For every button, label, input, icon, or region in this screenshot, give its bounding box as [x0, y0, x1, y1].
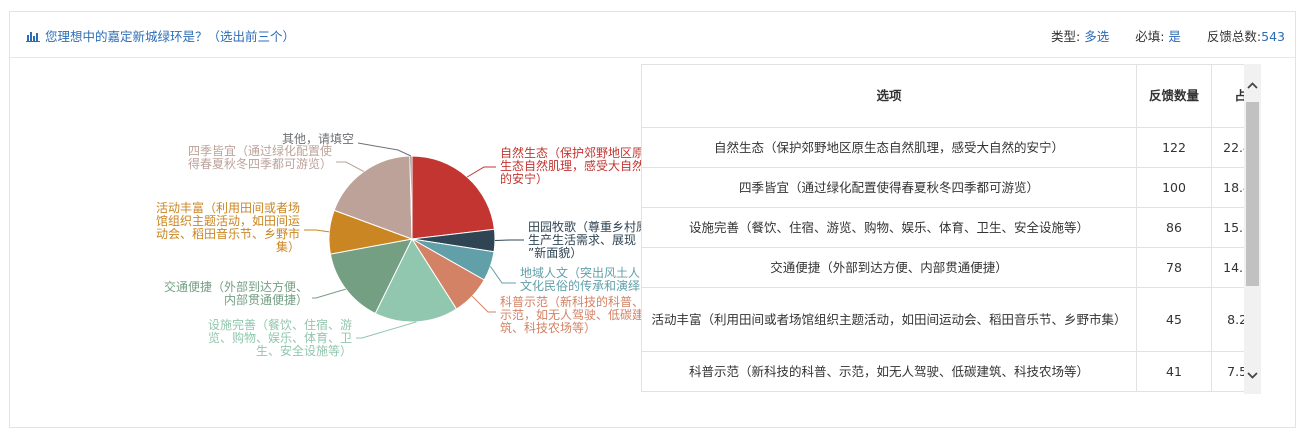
leader-line-nature [466, 166, 496, 178]
cell-option: 交通便捷（外部到达方便、内部贯通便捷） [641, 247, 1137, 288]
slice-label-nature: 自然生态（保护郊野地区原生态自然肌理，感受大自然的安宁） [500, 145, 644, 186]
table-header-row: 选项 反馈数量 占比 [641, 64, 1261, 128]
cell-option: 科普示范（新科技的科普、示范，如无人驾驶、低碳建筑、科技农场等） [641, 351, 1137, 392]
pie-slice-transport[interactable] [329, 238, 413, 315]
leader-line-transport [312, 288, 346, 299]
table-row: 交通便捷（外部到达方便、内部贯通便捷） 78 14.36% [641, 247, 1261, 288]
table-row: 科普示范（新科技的科普、示范，如无人驾驶、低碳建筑、科技农场等） 41 7.55… [641, 351, 1261, 392]
leader-line-culture [489, 266, 516, 284]
card-header: 您理想中的嘉定新城绿环是？（选出前三个） 类型: 多选 必填: 是 反馈总数:5… [10, 12, 1295, 58]
total-label: 反馈总数: [1206, 29, 1262, 44]
pie-slice-nature[interactable] [411, 155, 495, 240]
cell-count: 122 [1136, 127, 1212, 168]
cell-option: 活动丰富（利用田间或者场馆组织主题活动，如田间运动会、稻田音乐节、乡野市集） [641, 287, 1137, 352]
cell-option: 设施完善（餐饮、住宿、游览、购物、娱乐、体育、卫生、安全设施等） [641, 207, 1137, 248]
header-option: 选项 [641, 64, 1137, 128]
table-scrollbar[interactable] [1244, 64, 1261, 394]
cell-count: 45 [1136, 287, 1212, 352]
slice-label-activities: 活动丰富（利用田间或者场馆组织主题活动，如田间运动会、稻田音乐节、乡野市集） [156, 200, 300, 254]
results-table-panel[interactable]: 选项 反馈数量 占比 自然生态（保护郊野地区原生态自然肌理，感受大自然的安宁） … [641, 64, 1261, 394]
cell-count: 86 [1136, 207, 1212, 248]
slice-label-other: 其他，请填空 [282, 132, 354, 146]
bar-chart-icon [26, 31, 40, 42]
required-meta: 必填: 是 [1135, 29, 1181, 44]
scrollbar-thumb[interactable] [1246, 102, 1259, 286]
chevron-up-icon[interactable] [1244, 74, 1261, 96]
type-meta: 类型: 多选 [1051, 29, 1109, 44]
table-row: 设施完善（餐饮、住宿、游览、购物、娱乐、体育、卫生、安全设施等） 86 15.8… [641, 207, 1261, 248]
table-row: 自然生态（保护郊野地区原生态自然肌理，感受大自然的安宁） 122 22.47% [641, 127, 1261, 168]
chevron-down-icon[interactable] [1244, 364, 1261, 386]
leader-line-science [471, 295, 496, 313]
leader-line-activities [304, 229, 330, 233]
cell-count: 78 [1136, 247, 1212, 288]
total-value: 543 [1261, 29, 1285, 44]
slice-label-culture: 地域人文（突出风土人文化民俗的传承和演绎 [520, 265, 640, 293]
leader-line-seasons [336, 161, 364, 172]
leader-line-facilities [356, 321, 417, 339]
leader-line-pastoral [494, 239, 524, 241]
cell-count: 41 [1136, 351, 1212, 392]
question-title: 您理想中的嘉定新城绿环是？（选出前三个） [26, 26, 295, 45]
table-row: 活动丰富（利用田间或者场馆组织主题活动，如田间运动会、稻田音乐节、乡野市集） 4… [641, 287, 1261, 352]
cell-count: 100 [1136, 167, 1212, 208]
pie-slice-facilities[interactable] [374, 237, 458, 323]
slice-label-transport: 交通便捷（外部到达方便、内部贯通便捷） [164, 279, 308, 307]
question-meta: 类型: 多选 必填: 是 反馈总数:543 [1029, 26, 1285, 45]
table-row: 四季皆宜（通过绿化配置使得春夏秋冬四季都可游览） 100 18.42% [641, 167, 1261, 208]
cell-option: 四季皆宜（通过绿化配置使得春夏秋冬四季都可游览） [641, 167, 1137, 208]
required-label: 必填: [1135, 29, 1165, 44]
slice-label-seasons: 四季皆宜（通过绿化配置使得春夏秋冬四季都可游览） [188, 143, 332, 171]
total-meta: 反馈总数:543 [1207, 29, 1285, 44]
leader-line-other [357, 142, 412, 157]
type-label: 类型: [1051, 29, 1081, 44]
slice-label-facilities: 设施完善（餐饮、住宿、游览、购物、娱乐、体育、卫生、安全设施等） [208, 317, 352, 358]
results-table: 选项 反馈数量 占比 自然生态（保护郊野地区原生态自然肌理，感受大自然的安宁） … [641, 64, 1261, 392]
question-title-text: 您理想中的嘉定新城绿环是？（选出前三个） [45, 29, 296, 44]
slice-label-science: 科普示范（新科技的科普、示范，如无人驾驶、低碳建筑、科技农场等） [500, 294, 644, 335]
pie-chart: 自然生态（保护郊野地区原生态自然肌理，感受大自然的安宁） 田园牧歌（尊重乡村原生产… [156, 132, 648, 358]
cell-option: 自然生态（保护郊野地区原生态自然肌理，感受大自然的安宁） [641, 127, 1137, 168]
type-value: 多选 [1084, 29, 1110, 44]
header-count: 反馈数量 [1136, 64, 1212, 128]
slice-label-pastoral: 田园牧歌（尊重乡村原生产生活需求、展现”新面貌） [528, 219, 648, 260]
required-value: 是 [1168, 29, 1181, 44]
